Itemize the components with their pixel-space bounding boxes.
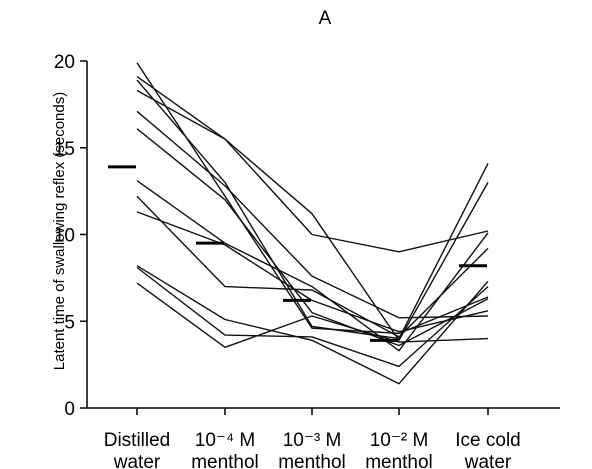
series-layer — [136, 62, 489, 385]
means-layer — [108, 165, 487, 342]
series-line — [136, 265, 489, 385]
series-line — [136, 110, 489, 319]
series-line — [136, 180, 489, 352]
x-tick-label-line: water — [113, 452, 161, 469]
axes: 0 5 10 15 20 — [54, 52, 560, 420]
chart-title: A — [319, 8, 332, 29]
x-tick-label-line: Distilled — [104, 430, 171, 451]
y-axis-label: Latent time of swallowing reflex (second… — [51, 92, 68, 370]
x-tick-label-line: water — [464, 452, 512, 469]
x-tick-label-line: menthol — [191, 452, 259, 469]
x-tick-label-line: 10⁻² M — [370, 430, 429, 451]
series-line — [136, 266, 489, 368]
y-tick-label: 15 — [54, 139, 75, 160]
x-tick-label-line: 10⁻³ M — [283, 430, 342, 451]
y-tick-label: 0 — [64, 399, 75, 420]
x-tick-label-line: menthol — [365, 452, 433, 469]
series-line — [136, 128, 489, 347]
series-line — [136, 195, 489, 338]
series-line — [136, 211, 489, 333]
series-line — [136, 79, 489, 340]
x-tick-label: Ice cold water — [455, 430, 520, 469]
x-tick-label-line: menthol — [278, 452, 346, 469]
series-line — [136, 282, 489, 348]
x-tick-label-line: Ice cold — [455, 430, 520, 451]
y-tick-label: 20 — [54, 52, 75, 73]
x-tick-label: Distilled water — [104, 430, 171, 469]
y-tick-label: 5 — [64, 312, 75, 333]
series-line — [136, 76, 489, 341]
x-tick-label-line: 10⁻⁴ M — [195, 430, 255, 451]
y-tick-label: 10 — [54, 226, 75, 247]
series-line — [136, 89, 489, 253]
series-line — [136, 62, 489, 335]
